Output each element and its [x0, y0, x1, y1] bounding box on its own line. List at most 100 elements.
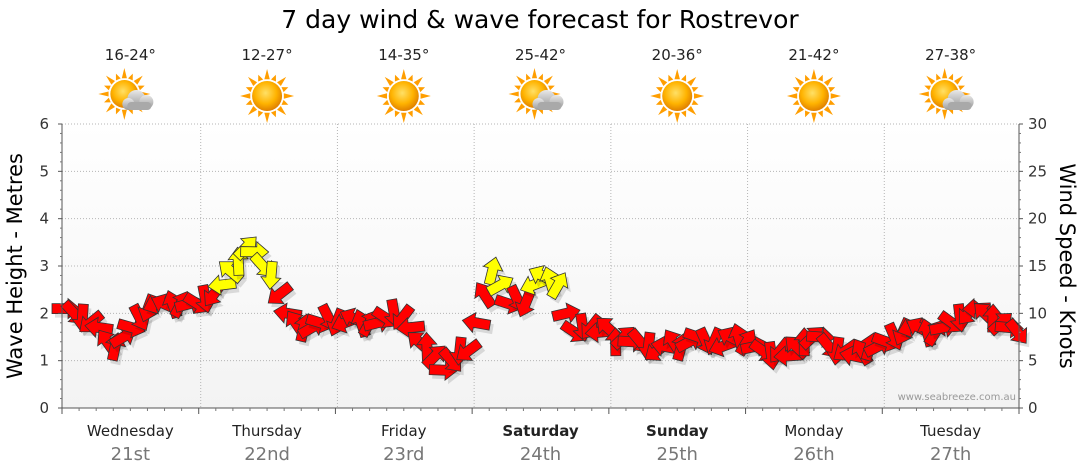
sun-ray — [828, 99, 836, 105]
sun-ray — [655, 87, 663, 93]
sun-disc — [662, 81, 693, 111]
sun-ray — [691, 99, 699, 105]
temperature-range: 12-27° — [242, 46, 293, 64]
sun-ray — [401, 69, 407, 80]
cloud-shape — [122, 90, 154, 110]
wind-arrow — [260, 260, 282, 291]
sun-ray — [926, 103, 936, 113]
left-tick-label: 5 — [39, 162, 49, 180]
sun-ray — [283, 93, 295, 99]
temperature-range: 20-36° — [652, 46, 703, 64]
date-label: 24th — [520, 444, 561, 465]
sun-ray — [508, 91, 519, 97]
cloud-shape — [532, 90, 564, 110]
sun-ray — [247, 105, 258, 116]
sun-ray — [786, 93, 798, 99]
right-tick-label: 25 — [1028, 162, 1047, 180]
sun-ray — [687, 76, 697, 87]
sun-ray — [936, 107, 941, 115]
date-label: 26th — [793, 444, 834, 465]
left-tick-label: 6 — [39, 115, 49, 133]
sun-ray — [958, 85, 965, 91]
sun-ray — [514, 85, 521, 91]
cloud-base — [127, 102, 152, 110]
sun-ray — [794, 105, 804, 116]
sun-ray — [418, 87, 426, 93]
date-label: 23rd — [383, 444, 424, 465]
sun-ray — [258, 110, 264, 118]
sun-ray — [270, 110, 276, 118]
sun-ray — [516, 103, 526, 113]
sun-ray — [811, 69, 817, 80]
date-label: 21st — [111, 444, 150, 465]
sunny-icon — [786, 69, 841, 123]
sun-ray — [805, 110, 811, 118]
weather-row: 16-24° 12-27° 14-35° 25-42° 20-36° 21-42° 27-3… — [98, 46, 976, 123]
sun-ray — [658, 105, 668, 116]
sun-ray — [413, 105, 423, 116]
sun-ray — [936, 73, 941, 81]
right-tick-label: 30 — [1028, 115, 1047, 133]
wind-arrows — [51, 236, 1030, 385]
right-tick-label: 5 — [1028, 352, 1038, 370]
axes: 0 1 2 3 4 5 6 0 5 10 15 20 25 30 — [39, 115, 1047, 417]
right-axis-title: Wind Speed - Knots — [1055, 163, 1079, 368]
sun-ray — [420, 93, 431, 99]
sun-ray — [264, 112, 270, 123]
sun-ray — [531, 68, 538, 79]
sun-ray — [794, 76, 804, 87]
sun-ray — [277, 105, 287, 116]
day-label: Monday — [784, 422, 843, 440]
sun-ray — [954, 75, 964, 85]
sun-ray — [817, 110, 823, 118]
day-label: Friday — [381, 422, 427, 440]
left-tick-label: 1 — [39, 352, 49, 370]
sun-ray — [128, 73, 133, 81]
temperature-range: 25-42° — [515, 46, 566, 64]
sun-ray — [830, 93, 841, 99]
sun-ray — [105, 103, 115, 113]
sun-ray — [384, 76, 394, 87]
date-label: 27th — [930, 444, 971, 465]
wind-arrow — [456, 338, 483, 361]
sun-ray — [817, 74, 823, 82]
sun-ray — [258, 74, 264, 82]
sun-ray — [277, 76, 287, 87]
sun-ray — [382, 87, 390, 93]
left-tick-label: 2 — [39, 304, 49, 322]
day-label: Saturday — [502, 422, 579, 440]
sun-ray — [687, 105, 697, 116]
sun-ray — [942, 68, 948, 79]
sun-disc — [252, 81, 283, 111]
left-tick-label: 0 — [39, 399, 49, 417]
sun-ray — [133, 75, 143, 85]
sun-ray — [115, 107, 121, 115]
sun-ray — [658, 76, 668, 87]
sun-disc — [798, 81, 829, 111]
sun-ray — [137, 85, 145, 91]
sun-ray — [668, 74, 674, 82]
wind-arrow — [485, 274, 514, 297]
sun-ray — [655, 99, 663, 105]
sun-ray — [516, 75, 526, 85]
sun-ray — [693, 93, 705, 99]
sun-ray — [918, 91, 929, 97]
sun-ray — [823, 76, 834, 87]
cloud-base — [947, 102, 972, 110]
sun-ray — [674, 112, 680, 123]
sun-ray — [270, 74, 276, 82]
sunny-icon — [376, 69, 431, 123]
partly-cloudy-icon — [918, 68, 974, 120]
sun-ray — [376, 93, 388, 99]
sun-ray — [681, 110, 687, 118]
right-tick-label: 20 — [1028, 210, 1047, 228]
sun-ray — [264, 69, 270, 80]
wind-arrow — [267, 281, 294, 304]
sun-ray — [548, 85, 555, 91]
temperature-range: 16-24° — [105, 46, 156, 64]
left-tick-label: 4 — [39, 210, 49, 228]
sun-ray — [531, 109, 538, 120]
wind-arrow — [551, 302, 581, 324]
date-label: 22nd — [244, 444, 290, 465]
